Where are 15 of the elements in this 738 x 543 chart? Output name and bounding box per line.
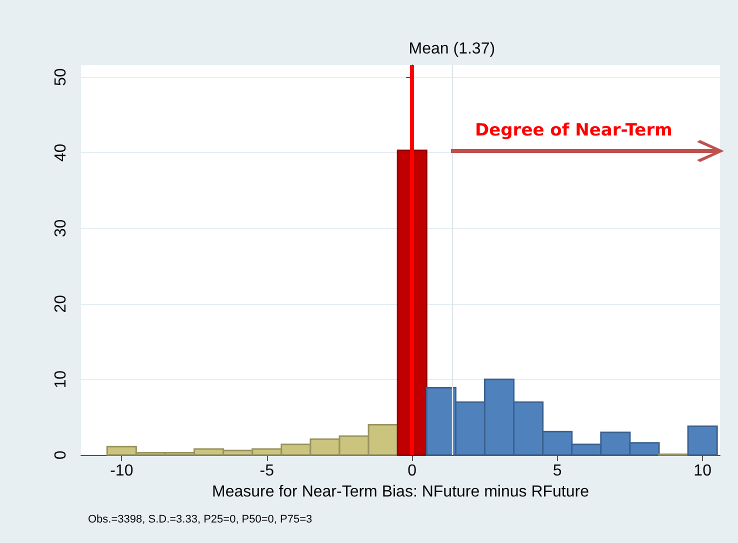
x-tick-label: -10 [110,462,134,480]
x-axis-title: Measure for Near-Term Bias: NFuture minus RFuture [212,483,590,500]
text: Obs.=3398, S.D.=3.33, P25=0, P50=0, P75=3 [88,514,312,526]
y-tick-label: 20 [52,294,70,313]
x-tick-label: 0 [408,462,417,480]
x-tick-label: -5 [260,462,274,480]
y-tick-label: 10 [52,370,70,388]
y-tick-label: 0 [52,450,70,460]
y-tick-label: 40 [52,144,70,162]
y-tick-label: 50 [52,68,70,86]
annotation: Degree of Near-Term [475,120,672,140]
ref-line-label: Mean (1.37) [408,40,496,58]
x-tick-label: 5 [552,462,562,480]
y-tick-label: 30 [52,219,70,238]
x-tick-label: 10 [694,462,712,480]
